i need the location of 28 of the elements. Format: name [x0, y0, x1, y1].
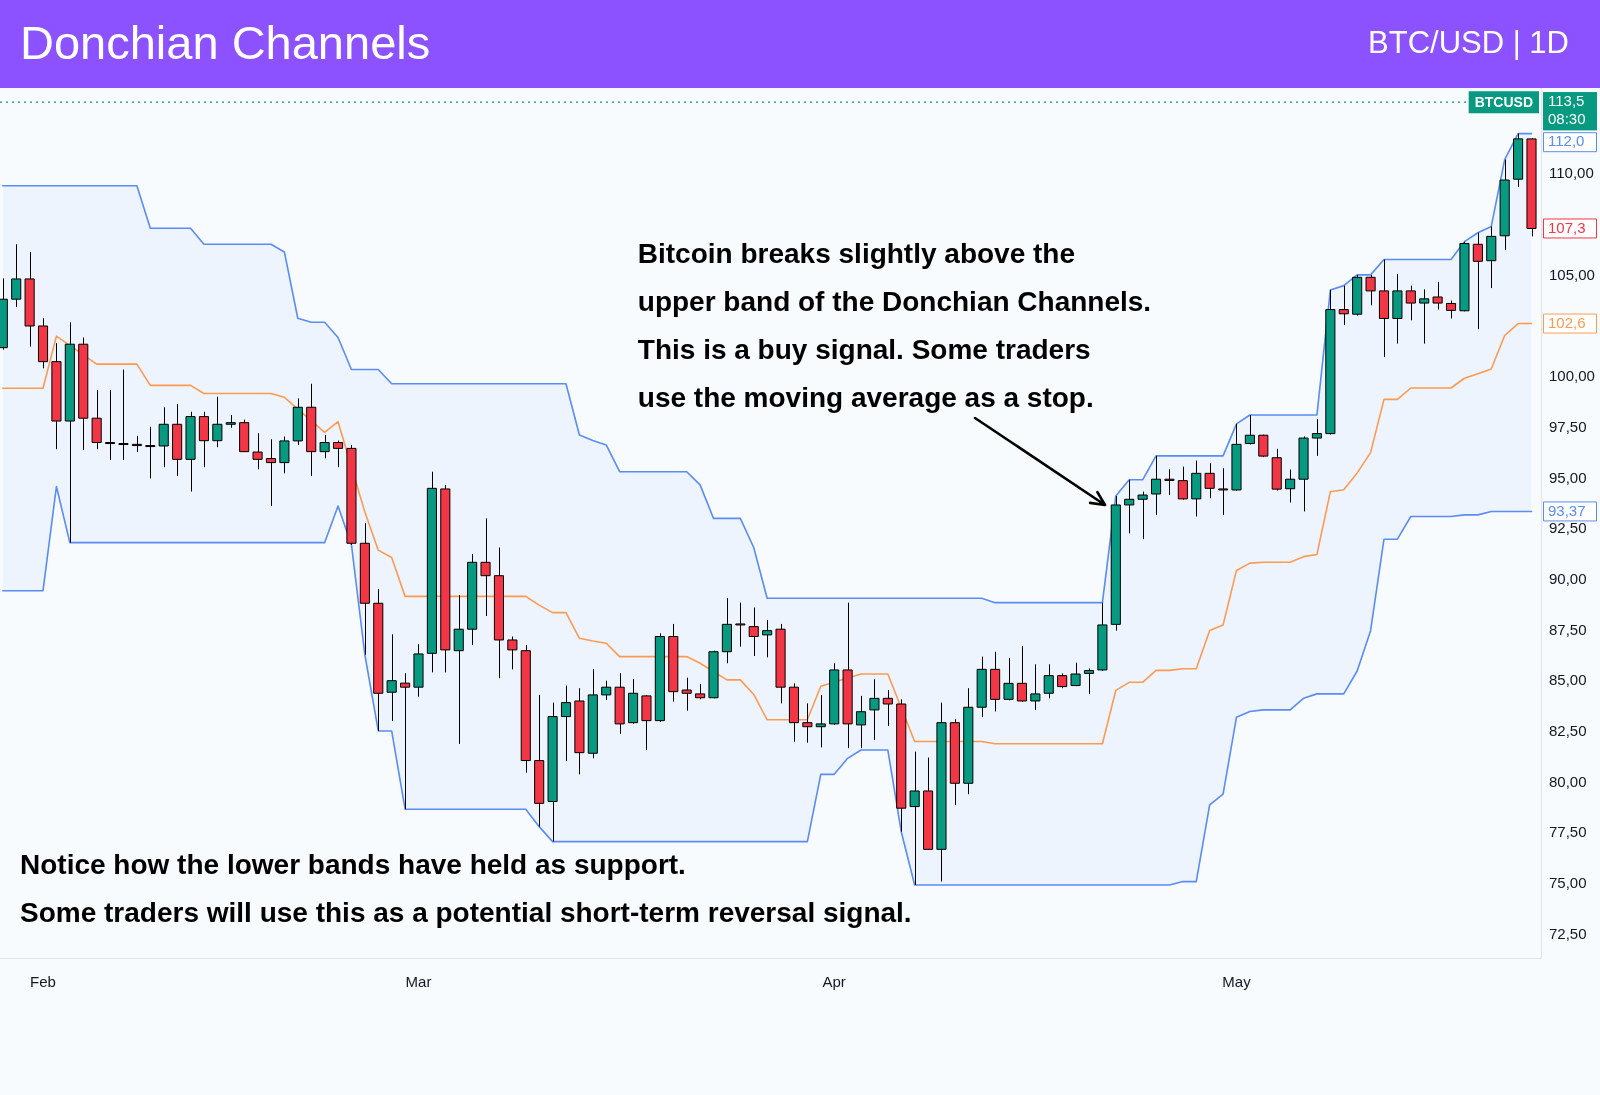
y-tick-label: 72,50 [1549, 924, 1587, 942]
y-tick-label: 75,00 [1549, 873, 1587, 891]
x-tick-label: May [1222, 973, 1252, 991]
y-tick-label: 90,00 [1549, 569, 1587, 587]
y-tick-label: 97,50 [1549, 417, 1587, 435]
y-tick-label: 95,00 [1549, 468, 1587, 486]
annotation: Bitcoin breaks slightly above the upper band of the Donchian Channels. This is a buy signal. Some traders use the moving average as a stop. [637, 237, 1152, 413]
text: 113,5 08:30 [1548, 92, 1586, 128]
ref-line-label: BTCUSD [1474, 94, 1534, 111]
y-tick-label: 110,00 [1549, 164, 1594, 182]
chart-title: Donchian Channels [20, 15, 431, 71]
y-tick-label: 80,00 [1549, 772, 1587, 790]
y-tick-label: 77,50 [1549, 823, 1587, 841]
y-tick-label: 82,50 [1549, 721, 1587, 739]
y-tick-label: 85,00 [1549, 671, 1587, 689]
y-tick-label: 105,00 [1549, 265, 1595, 283]
data-label: 93,37 [1548, 501, 1586, 519]
text: 107,3 [1548, 218, 1586, 236]
annotation: Notice how the lower bands have held as support. Some traders will use this as a potential short-term reversal signal. [20, 848, 912, 928]
data-label: 102,6 [1548, 313, 1586, 331]
chart-subtitle: BTC/USD | 1D [1368, 24, 1569, 62]
x-tick-label: Apr [822, 973, 846, 991]
x-tick-label: Mar [405, 973, 432, 991]
y-tick-label: 87,50 [1549, 620, 1587, 638]
y-tick-label: 92,50 [1549, 519, 1587, 537]
x-tick-label: Feb [30, 973, 56, 991]
y-tick-label: 100,00 [1549, 367, 1595, 385]
data-label: 112,0 [1548, 132, 1585, 150]
